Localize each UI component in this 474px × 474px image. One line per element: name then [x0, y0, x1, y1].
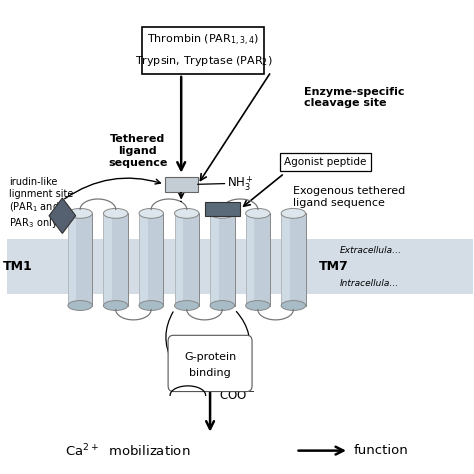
Text: Thrombin (PAR$_{1,3,4}$): Thrombin (PAR$_{1,3,4}$)	[147, 33, 259, 48]
Bar	[174, 213, 199, 306]
Ellipse shape	[139, 209, 164, 219]
Ellipse shape	[210, 209, 235, 219]
Ellipse shape	[281, 301, 306, 310]
Ellipse shape	[68, 301, 92, 310]
Ellipse shape	[174, 209, 199, 219]
Ellipse shape	[174, 301, 199, 310]
Text: TM7: TM7	[319, 260, 348, 273]
Ellipse shape	[68, 209, 92, 219]
Ellipse shape	[210, 301, 235, 310]
Text: NH$_3^+$: NH$_3^+$	[227, 174, 254, 193]
Bar	[164, 176, 198, 192]
Ellipse shape	[103, 209, 128, 219]
Bar	[280, 153, 371, 171]
Text: TM1: TM1	[3, 260, 33, 273]
Bar	[174, 213, 183, 306]
Bar	[7, 239, 474, 294]
Ellipse shape	[139, 301, 164, 310]
Text: binding: binding	[189, 368, 231, 378]
Ellipse shape	[246, 301, 270, 310]
Text: irudin-like
lignment site
(PAR$_1$ and
PAR$_3$ only): irudin-like lignment site (PAR$_1$ and P…	[9, 177, 73, 230]
Bar	[281, 213, 290, 306]
FancyBboxPatch shape	[168, 335, 252, 392]
Polygon shape	[49, 198, 76, 234]
Ellipse shape	[103, 301, 128, 310]
Text: G-protein: G-protein	[184, 352, 236, 362]
Bar	[68, 213, 92, 306]
Ellipse shape	[281, 209, 306, 219]
Bar	[142, 27, 264, 74]
Bar	[204, 202, 240, 216]
Bar	[210, 213, 219, 306]
Text: COO$^-$: COO$^-$	[219, 389, 255, 402]
Bar	[103, 213, 128, 306]
Text: Trypsin, Tryptase (PAR$_2$): Trypsin, Tryptase (PAR$_2$)	[135, 54, 272, 68]
Text: Extracellula…: Extracellula…	[340, 246, 402, 255]
Bar	[103, 213, 112, 306]
Bar	[68, 213, 76, 306]
Text: Exogenous tethered
ligand sequence: Exogenous tethered ligand sequence	[293, 186, 406, 208]
Bar	[139, 213, 164, 306]
Text: Enzyme-specific
cleavage site: Enzyme-specific cleavage site	[304, 87, 405, 109]
Bar	[246, 213, 254, 306]
Text: Agonist peptide: Agonist peptide	[284, 157, 367, 167]
Ellipse shape	[246, 209, 270, 219]
Bar	[281, 213, 306, 306]
Bar	[210, 213, 235, 306]
Bar	[139, 213, 147, 306]
Bar	[246, 213, 270, 306]
Text: Intracellula…: Intracellula…	[340, 280, 400, 289]
Text: Tethered
ligand
sequence: Tethered ligand sequence	[108, 135, 168, 168]
Text: Ca$^{2+}$  mobilization: Ca$^{2+}$ mobilization	[64, 442, 190, 459]
Text: function: function	[353, 444, 408, 457]
